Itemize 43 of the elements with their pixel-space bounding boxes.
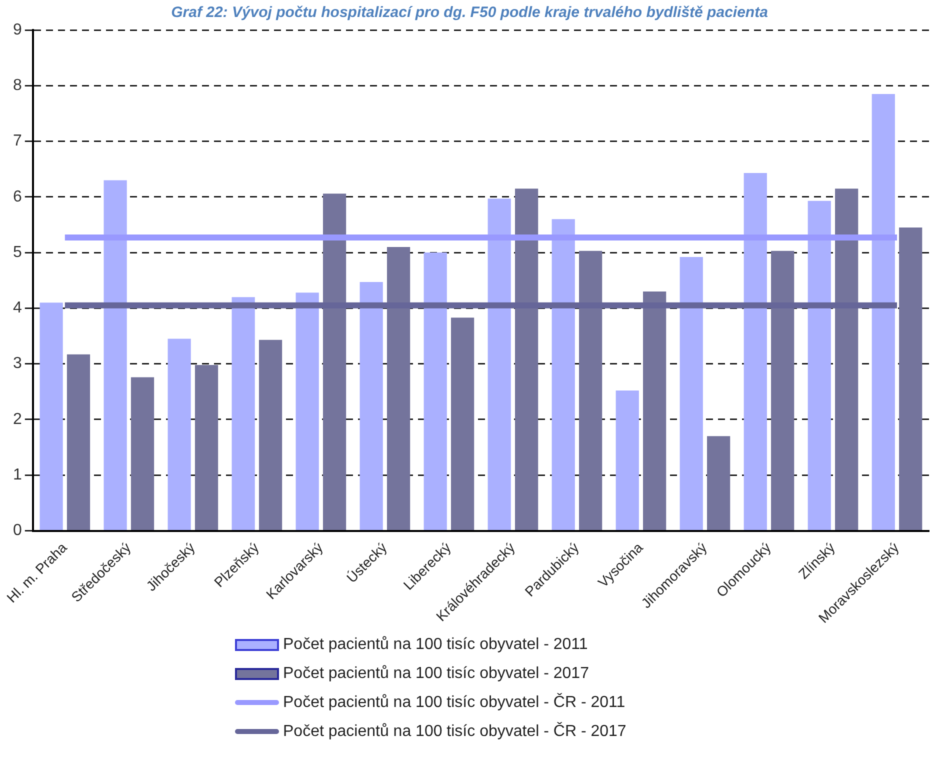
y-tick-label: 6 <box>12 188 22 206</box>
bar <box>386 246 410 530</box>
legend-label: Počet pacientů na 100 tisíc obyvatel - ČR - 2017 <box>283 722 626 740</box>
bar <box>130 377 154 530</box>
bar <box>680 257 703 530</box>
bar <box>808 200 831 530</box>
bar <box>899 228 922 530</box>
bar <box>707 436 730 530</box>
bar <box>424 252 447 530</box>
y-tick-label: 9 <box>12 21 22 38</box>
bar <box>643 292 666 530</box>
y-tick-label: 4 <box>12 300 22 317</box>
bar <box>194 364 218 530</box>
legend-label: Počet pacientů na 100 tisíc obyvatel - 2017 <box>283 664 589 682</box>
bar <box>40 302 63 530</box>
bar <box>296 292 319 530</box>
bar <box>168 338 191 530</box>
bar <box>450 318 474 530</box>
y-tick-label: 7 <box>12 132 22 150</box>
bar <box>360 282 383 530</box>
legend-label: Počet pacientů na 100 tisíc obyvatel - ČR - 2011 <box>283 694 626 712</box>
bar <box>771 250 794 530</box>
y-tick-label: 2 <box>12 410 22 428</box>
bar <box>232 297 255 530</box>
legend-label: Počet pacientů na 100 tisíc obyvatel - 2011 <box>283 636 588 654</box>
y-tick-label: 5 <box>12 244 22 261</box>
bar <box>258 340 282 530</box>
bar <box>579 250 602 530</box>
y-tick-label: 1 <box>12 466 22 484</box>
bar <box>552 219 575 530</box>
bar <box>872 94 895 530</box>
bar <box>66 354 90 530</box>
bar <box>835 188 858 530</box>
y-tick-label: 0 <box>12 522 22 540</box>
y-tick-label: 3 <box>12 355 22 372</box>
bar <box>744 172 767 530</box>
y-tick-label: 8 <box>12 77 22 94</box>
bar <box>104 180 127 530</box>
bar <box>514 188 538 530</box>
bar <box>616 390 639 530</box>
bar <box>322 194 346 530</box>
bar <box>488 198 511 530</box>
chart-title: Graf 22: Vývoj počtu hospitalizací pro dg. F50 podle kraje trvalého bydliště pacienta <box>171 4 768 22</box>
